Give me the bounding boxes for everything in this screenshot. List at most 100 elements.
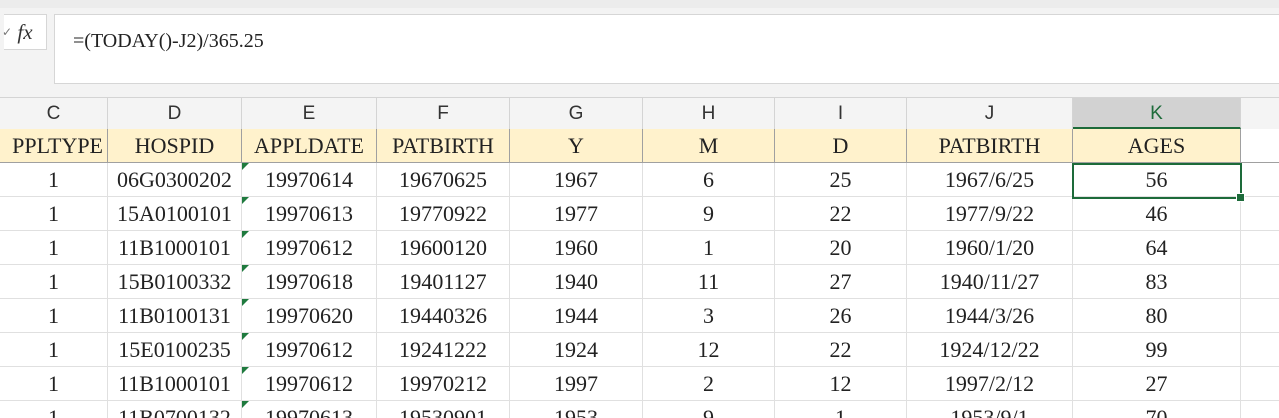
cell-ppltype[interactable]: 1 xyxy=(0,333,108,367)
cell-patbirth-date[interactable]: 1960/1/20 xyxy=(907,231,1073,265)
empty-cell[interactable] xyxy=(1241,197,1279,231)
column-header-g[interactable]: G xyxy=(510,98,643,129)
header-cell[interactable]: APPLDATE xyxy=(242,129,377,163)
cell-hospid[interactable]: 11B1000101 xyxy=(108,231,242,265)
cell-hospid[interactable]: 11B0100131 xyxy=(108,299,242,333)
insert-function-button[interactable]: ✓ fx xyxy=(2,14,47,50)
cell-patbirth[interactable]: 19770922 xyxy=(377,197,510,231)
cell-ages[interactable]: 64 xyxy=(1073,231,1241,265)
empty-cell[interactable] xyxy=(1241,129,1279,163)
cell-m[interactable]: 12 xyxy=(643,333,775,367)
cell-patbirth-date[interactable]: 1997/2/12 xyxy=(907,367,1073,401)
cell-ppltype[interactable]: 1 xyxy=(0,401,108,418)
column-header-c[interactable]: C xyxy=(0,98,108,129)
cell-appldate[interactable]: 19970618 xyxy=(242,265,377,299)
cell-appldate[interactable]: 19970620 xyxy=(242,299,377,333)
column-header-d[interactable]: D xyxy=(108,98,242,129)
cell-ppltype[interactable]: 1 xyxy=(0,299,108,333)
cell-ppltype[interactable]: 1 xyxy=(0,197,108,231)
cell-patbirth[interactable]: 19401127 xyxy=(377,265,510,299)
cell-patbirth[interactable]: 19670625 xyxy=(377,163,510,197)
cell-appldate[interactable]: 19970612 xyxy=(242,333,377,367)
cell-appldate[interactable]: 19970612 xyxy=(242,231,377,265)
header-cell[interactable]: M xyxy=(643,129,775,163)
cell-ages[interactable]: 99 xyxy=(1073,333,1241,367)
cell-ages[interactable]: 46 xyxy=(1073,197,1241,231)
column-header-i[interactable]: I xyxy=(775,98,907,129)
cell-m[interactable]: 3 xyxy=(643,299,775,333)
cell-patbirth-date[interactable]: 1977/9/22 xyxy=(907,197,1073,231)
cell-patbirth[interactable]: 19970212 xyxy=(377,367,510,401)
column-header-f[interactable]: F xyxy=(377,98,510,129)
cell-m[interactable]: 2 xyxy=(643,367,775,401)
cell-ppltype[interactable]: 1 xyxy=(0,163,108,197)
cell-patbirth[interactable]: 19440326 xyxy=(377,299,510,333)
empty-cell[interactable] xyxy=(1241,231,1279,265)
cell-appldate[interactable]: 19970613 xyxy=(242,401,377,418)
cell-m[interactable]: 11 xyxy=(643,265,775,299)
cell-patbirth-date[interactable]: 1967/6/25 xyxy=(907,163,1073,197)
cell-y[interactable]: 1953 xyxy=(510,401,643,418)
cell-ppltype[interactable]: 1 xyxy=(0,367,108,401)
empty-cell[interactable] xyxy=(1241,299,1279,333)
header-cell[interactable]: AGES xyxy=(1073,129,1241,163)
cell-y[interactable]: 1967 xyxy=(510,163,643,197)
cell-patbirth[interactable]: 19241222 xyxy=(377,333,510,367)
empty-cell[interactable] xyxy=(1241,163,1279,197)
cell-d[interactable]: 12 xyxy=(775,367,907,401)
cell-hospid[interactable]: 15A0100101 xyxy=(108,197,242,231)
cell-patbirth-date[interactable]: 1953/9/1 xyxy=(907,401,1073,418)
cell-ppltype[interactable]: 1 xyxy=(0,265,108,299)
cell-y[interactable]: 1944 xyxy=(510,299,643,333)
cell-hospid[interactable]: 15B0100332 xyxy=(108,265,242,299)
confirm-check-icon[interactable]: ✓ xyxy=(2,25,13,39)
header-cell[interactable]: Y xyxy=(510,129,643,163)
fill-handle[interactable] xyxy=(1236,193,1245,202)
cell-appldate[interactable]: 19970612 xyxy=(242,367,377,401)
header-cell[interactable]: PATBIRTH xyxy=(377,129,510,163)
cell-patbirth-date[interactable]: 1940/11/27 xyxy=(907,265,1073,299)
column-header-k[interactable]: K xyxy=(1073,98,1241,129)
cell-patbirth[interactable]: 19600120 xyxy=(377,231,510,265)
empty-cell[interactable] xyxy=(1241,367,1279,401)
empty-cell[interactable] xyxy=(1241,333,1279,367)
header-cell[interactable]: D xyxy=(775,129,907,163)
empty-cell[interactable] xyxy=(1241,401,1279,418)
cell-appldate[interactable]: 19970613 xyxy=(242,197,377,231)
cell-d[interactable]: 22 xyxy=(775,197,907,231)
cell-y[interactable]: 1977 xyxy=(510,197,643,231)
column-header-e[interactable]: E xyxy=(242,98,377,129)
cell-d[interactable]: 27 xyxy=(775,265,907,299)
cell-ages[interactable]: 70 xyxy=(1073,401,1241,418)
header-cell[interactable]: PPLTYPE xyxy=(0,129,108,163)
cell-hospid[interactable]: 11B1000101 xyxy=(108,367,242,401)
cell-patbirth-date[interactable]: 1944/3/26 xyxy=(907,299,1073,333)
cell-ages[interactable]: 56 xyxy=(1073,163,1241,197)
empty-cell[interactable] xyxy=(1241,265,1279,299)
cell-hospid[interactable]: 06G0300202 xyxy=(108,163,242,197)
cell-patbirth[interactable]: 19530901 xyxy=(377,401,510,418)
cell-patbirth-date[interactable]: 1924/12/22 xyxy=(907,333,1073,367)
formula-input[interactable]: =(TODAY()-J2)/365.25 xyxy=(54,14,1279,84)
cell-m[interactable]: 6 xyxy=(643,163,775,197)
header-cell[interactable]: HOSPID xyxy=(108,129,242,163)
cell-ages[interactable]: 80 xyxy=(1073,299,1241,333)
cell-appldate[interactable]: 19970614 xyxy=(242,163,377,197)
cell-m[interactable]: 9 xyxy=(643,401,775,418)
column-header-l[interactable] xyxy=(1241,98,1279,129)
header-cell[interactable]: PATBIRTH xyxy=(907,129,1073,163)
cell-m[interactable]: 1 xyxy=(643,231,775,265)
cell-y[interactable]: 1924 xyxy=(510,333,643,367)
cell-d[interactable]: 22 xyxy=(775,333,907,367)
cell-d[interactable]: 26 xyxy=(775,299,907,333)
cell-y[interactable]: 1940 xyxy=(510,265,643,299)
cell-y[interactable]: 1960 xyxy=(510,231,643,265)
cell-d[interactable]: 20 xyxy=(775,231,907,265)
cell-ages[interactable]: 83 xyxy=(1073,265,1241,299)
column-header-j[interactable]: J xyxy=(907,98,1073,129)
column-header-h[interactable]: H xyxy=(643,98,775,129)
cell-ages[interactable]: 27 xyxy=(1073,367,1241,401)
cell-hospid[interactable]: 11B0700132 xyxy=(108,401,242,418)
cell-m[interactable]: 9 xyxy=(643,197,775,231)
cell-y[interactable]: 1997 xyxy=(510,367,643,401)
